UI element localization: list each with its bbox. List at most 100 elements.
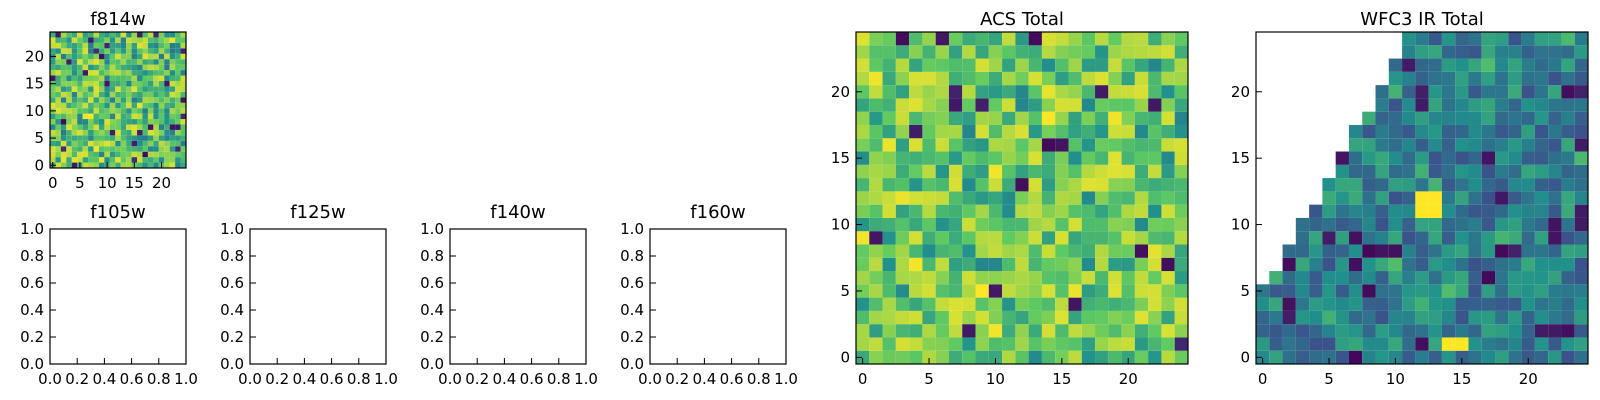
heat-cell-acs_total	[1148, 231, 1162, 245]
heat-cell-acs_total	[909, 297, 923, 311]
heat-cell-f814w	[164, 124, 170, 130]
heat-cell-wfc3_ir_total	[1521, 284, 1535, 298]
heat-cell-acs_total	[1095, 324, 1109, 338]
heat-cell-acs_total	[1148, 32, 1162, 46]
heat-cell-f814w	[120, 119, 127, 125]
heat-cell-f814w	[66, 135, 72, 141]
heat-cell-acs_total	[935, 98, 949, 112]
heat-cell-f814w	[153, 113, 159, 120]
heat-cell-wfc3_ir_total	[1402, 231, 1416, 245]
heat-cell-acs_total	[988, 257, 1003, 272]
heat-cell-f814w	[180, 80, 187, 87]
heat-cell-f814w	[109, 70, 116, 76]
heat-cell-acs_total	[1095, 284, 1109, 298]
heat-cell-acs_total	[909, 58, 923, 72]
heat-cell-wfc3_ir_total	[1322, 337, 1336, 351]
x-tick-label-acs_total-2: 10	[986, 370, 1005, 388]
heat-cell-f814w	[50, 37, 56, 43]
heat-cell-f814w	[158, 129, 165, 136]
heat-cell-f814w	[115, 64, 121, 71]
heat-cell-wfc3_ir_total	[1468, 58, 1482, 72]
heat-cell-acs_total	[962, 204, 976, 218]
heat-cell-f814w	[104, 70, 110, 76]
heat-cell-wfc3_ir_total	[1295, 217, 1310, 232]
y-tick-label-f105w-3: 0.6	[20, 274, 44, 292]
heat-cell-wfc3_ir_total	[1335, 164, 1349, 179]
heat-cell-wfc3_ir_total	[1574, 350, 1589, 365]
heat-cell-wfc3_ir_total	[1295, 310, 1310, 325]
heat-cell-f814w	[93, 37, 99, 43]
heat-cell-acs_total	[1108, 257, 1122, 272]
heat-cell-acs_total	[1002, 32, 1016, 46]
heat-cell-acs_total	[1081, 217, 1096, 232]
heat-cell-acs_total	[948, 297, 963, 311]
heat-cell-f814w	[93, 42, 99, 49]
heat-cell-acs_total	[1041, 98, 1056, 112]
heat-cell-acs_total	[1002, 271, 1016, 285]
heat-cell-acs_total	[1002, 217, 1016, 232]
heat-cell-f814w	[55, 70, 61, 76]
heat-cell-wfc3_ir_total	[1362, 324, 1376, 338]
heat-cell-acs_total	[922, 257, 936, 272]
plot-frame-f160w	[649, 228, 787, 365]
heat-cell-acs_total	[909, 257, 923, 272]
heat-cell-acs_total	[948, 257, 963, 272]
heat-cell-wfc3_ir_total	[1388, 271, 1403, 285]
heat-cell-wfc3_ir_total	[1415, 85, 1429, 99]
heat-cell-acs_total	[1095, 178, 1109, 192]
heat-cell-acs_total	[882, 257, 896, 272]
heat-cell-f814w	[109, 86, 116, 92]
heat-cell-wfc3_ir_total	[1534, 85, 1549, 99]
heat-cell-wfc3_ir_total	[1402, 271, 1416, 285]
heat-cell-f814w	[120, 108, 127, 114]
heat-cell-wfc3_ir_total	[1468, 178, 1482, 192]
heat-cell-wfc3_ir_total	[1415, 231, 1429, 245]
heat-cell-wfc3_ir_total	[1322, 191, 1336, 205]
heat-cell-acs_total	[1108, 164, 1122, 179]
heat-cell-f814w	[60, 135, 67, 141]
heat-cell-acs_total	[1041, 191, 1056, 205]
heat-cell-wfc3_ir_total	[1402, 297, 1416, 311]
heat-cell-acs_total	[1108, 71, 1122, 86]
heat-cell-wfc3_ir_total	[1441, 138, 1456, 152]
heat-cell-acs_total	[922, 217, 936, 232]
heat-cell-acs_total	[869, 124, 883, 139]
heat-cell-f814w	[175, 97, 181, 103]
heat-cell-f814w	[142, 124, 148, 130]
heat-cell-f814w	[55, 102, 61, 109]
heat-cell-acs_total	[1134, 337, 1149, 351]
heat-cell-f814w	[120, 53, 127, 60]
heat-cell-wfc3_ir_total	[1388, 244, 1403, 258]
heat-cell-acs_total	[1081, 138, 1096, 152]
heat-cell-f814w	[147, 108, 154, 114]
heat-cell-f814w	[131, 32, 138, 38]
heat-cell-f814w	[77, 80, 83, 87]
heat-cell-wfc3_ir_total	[1548, 164, 1562, 179]
heat-cell-wfc3_ir_total	[1508, 138, 1522, 152]
heat-cell-acs_total	[1055, 244, 1069, 258]
heat-cell-f814w	[98, 157, 105, 163]
heat-cell-acs_total	[869, 111, 883, 125]
heat-cell-f814w	[180, 129, 187, 136]
heat-cell-wfc3_ir_total	[1508, 350, 1522, 365]
heat-cell-f814w	[142, 129, 148, 136]
heat-cell-acs_total	[869, 297, 883, 311]
heat-cell-wfc3_ir_total	[1508, 151, 1522, 165]
heat-cell-f814w	[147, 162, 154, 169]
heat-cell-acs_total	[1161, 244, 1175, 258]
heat-cell-f814w	[88, 124, 94, 130]
heat-cell-wfc3_ir_total	[1402, 124, 1416, 139]
heat-cell-acs_total	[1081, 297, 1096, 311]
heat-cell-wfc3_ir_total	[1561, 297, 1575, 311]
heat-cell-f814w	[158, 86, 165, 92]
heat-cell-f814w	[71, 108, 78, 114]
heat-cell-acs_total	[1148, 310, 1162, 325]
heat-cell-wfc3_ir_total	[1375, 138, 1389, 152]
heat-cell-acs_total	[1055, 310, 1069, 325]
heat-cell-acs_total	[962, 98, 976, 112]
heat-cell-wfc3_ir_total	[1495, 217, 1509, 232]
heat-cell-acs_total	[988, 58, 1003, 72]
heat-cell-acs_total	[856, 164, 870, 179]
heat-cell-f814w	[131, 48, 138, 54]
heat-cell-acs_total	[1161, 310, 1175, 325]
